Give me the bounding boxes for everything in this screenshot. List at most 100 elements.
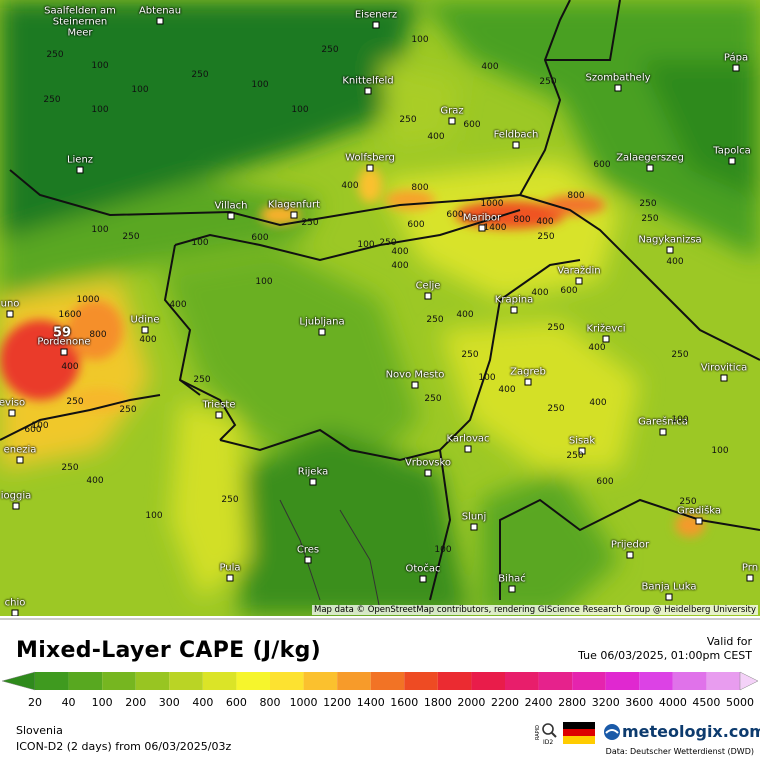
city-marker [746, 574, 754, 582]
city-marker [6, 310, 14, 318]
legend-tick-label: 20 [28, 696, 42, 709]
city-label: eviso [0, 397, 26, 409]
city-marker [226, 574, 234, 582]
contour-label: 250 [424, 394, 442, 404]
city-marker [60, 348, 68, 356]
legend-swatch [35, 672, 69, 690]
city-marker [372, 21, 380, 29]
city-label: Lienz [66, 154, 94, 166]
contour-label: 100 [131, 85, 149, 95]
city-marker [156, 17, 164, 25]
city-marker [76, 166, 84, 174]
city-marker [720, 374, 728, 382]
city-marker [11, 609, 19, 616]
id2-label: ID2 [543, 739, 554, 746]
city-label: Feldbach [493, 129, 539, 141]
city-label: Bihać [498, 573, 526, 585]
legend-tick-label: 40 [62, 696, 76, 709]
contour-label: 600 [446, 210, 464, 220]
contour-label: 400 [341, 181, 359, 191]
city-marker [602, 335, 610, 343]
city-marker [290, 211, 298, 219]
city-marker [318, 328, 326, 336]
contour-label: 250 [61, 463, 79, 473]
data-source: Data: Deutscher Wetterdienst (DWD) [605, 747, 754, 756]
contour-label: 250 [641, 214, 659, 224]
city-label: Tapolca [713, 145, 751, 157]
city-marker [646, 164, 654, 172]
contour-label: 400 [169, 300, 187, 310]
legend-tick-label: 3600 [625, 696, 653, 709]
city-marker [578, 447, 586, 455]
city-label: Garešnica [638, 416, 688, 428]
contour-label: 400 [391, 261, 409, 271]
contour-label: 100 [478, 373, 496, 383]
city-label: Slunj [461, 511, 487, 523]
city-label: Ljubljana [299, 316, 345, 328]
legend-tick-label: 2400 [525, 696, 553, 709]
contour-label: 600 [251, 233, 269, 243]
contour-label: 250 [43, 95, 61, 105]
contour-label: 400 [498, 385, 516, 395]
legend-arrow-right [739, 671, 759, 691]
city-label: Eisenerz [354, 9, 398, 21]
legend-swatch [303, 672, 338, 690]
contour-label: 250 [119, 405, 137, 415]
attribution: Map data © OpenStreetMap contributors, r… [312, 605, 758, 615]
contour-label: 400 [536, 217, 554, 227]
contour-label: 250 [671, 350, 689, 360]
legend-swatch [202, 672, 237, 690]
legend-swatch [471, 672, 505, 690]
legend-swatch [270, 672, 304, 690]
city-label: Novo Mesto [385, 369, 445, 381]
brand[interactable]: meteologix.com [622, 722, 760, 741]
city-marker [665, 593, 673, 601]
city-label: Virovitica [700, 362, 748, 374]
city-label: Prn [741, 562, 759, 574]
contour-label: 250 [539, 77, 557, 87]
contour-label: 400 [139, 335, 157, 345]
city-label: Otočac [405, 563, 441, 575]
legend-tick-label: 5000 [726, 696, 754, 709]
legend-tick-label: 2000 [457, 696, 485, 709]
city-marker [732, 64, 740, 72]
city-marker [524, 378, 532, 386]
legend-tick-label: 4500 [692, 696, 720, 709]
city-label: chio [4, 597, 26, 609]
legend-swatch [337, 672, 371, 690]
title: Mixed-Layer CAPE (J/kg) [16, 638, 321, 663]
contour-label: 100 [357, 240, 375, 250]
city-label: Udine [130, 314, 160, 326]
legend: 20 40 100 200 300 400 600 800 1000 1200 1400 1600 18… [1, 671, 759, 709]
city-marker [666, 246, 674, 254]
city-marker [659, 428, 667, 436]
contour-label: 400 [666, 257, 684, 267]
city-label: Pula [219, 562, 241, 574]
legend-swatch [370, 672, 405, 690]
city-marker [12, 502, 20, 510]
city-marker [366, 164, 374, 172]
brand-icon [604, 724, 620, 740]
contour-label: 600 [593, 160, 611, 170]
contour-label: 100 [31, 421, 49, 431]
city-label: Celje [415, 280, 441, 292]
city-marker [215, 411, 223, 419]
city-label: Pordenone [37, 336, 91, 348]
city-marker [8, 409, 16, 417]
city-marker [470, 523, 478, 531]
contour-label: 1000 [76, 295, 100, 305]
contour-label: 250 [537, 232, 555, 242]
legend-swatch [706, 672, 740, 690]
contour-label: 250 [566, 451, 584, 461]
legend-tick-label: 2200 [491, 696, 519, 709]
city-marker [478, 224, 486, 232]
contour-label: 250 [321, 45, 339, 55]
city-marker [512, 141, 520, 149]
contour-label: 400 [481, 62, 499, 72]
legend-tick-label: 200 [125, 696, 146, 709]
city-marker [419, 575, 427, 583]
city-marker [695, 517, 703, 525]
legend-tick-label: 1200 [323, 696, 351, 709]
legend-tick-label: 600 [226, 696, 247, 709]
model-run: ICON-D2 (2 days) from 06/03/2025/03z [16, 740, 232, 753]
